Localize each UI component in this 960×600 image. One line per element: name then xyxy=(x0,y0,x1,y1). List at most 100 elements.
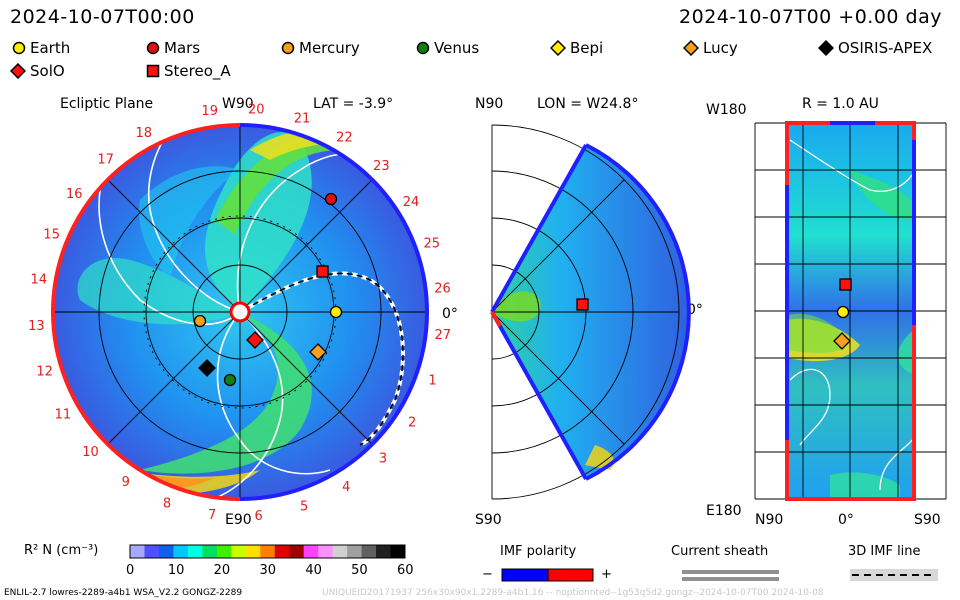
lucy-marker xyxy=(309,343,327,361)
sector-number: 10 xyxy=(82,445,99,460)
radius-plot xyxy=(754,121,947,501)
ecliptic-density-features xyxy=(77,129,355,495)
sector-number: 15 xyxy=(43,228,60,243)
colorbar-swatch xyxy=(202,545,218,558)
current-sheath-title: Current sheath xyxy=(671,544,769,559)
ecliptic-bottom-label: E90 xyxy=(225,512,252,528)
colorbar-tick-label: 20 xyxy=(213,563,231,578)
meridional-right-label: 0° xyxy=(687,302,703,318)
colorbar-swatch xyxy=(289,545,305,558)
osiris-apex-marker xyxy=(198,359,216,377)
colorbar-swatch xyxy=(347,545,363,558)
sector-number: 3 xyxy=(379,452,387,467)
radius-stereo-a-marker xyxy=(839,278,852,291)
earth-marker-icon xyxy=(12,41,26,55)
sector-number: 27 xyxy=(435,328,452,343)
radius-x-label-s90: S90 xyxy=(914,512,941,528)
colorbar-swatch xyxy=(216,545,232,558)
radius-earth-marker xyxy=(836,305,850,319)
mercury-marker xyxy=(193,314,207,328)
colorbar-tick-label: 40 xyxy=(305,563,322,578)
left-timestamp: 2024-10-07T00:00 xyxy=(10,6,195,28)
legend-solo: SolO xyxy=(10,62,65,80)
sector-number: 25 xyxy=(424,236,441,251)
meridional-lon-label: LON = W24.8° xyxy=(537,96,639,112)
colorbar-tick-label: 30 xyxy=(259,563,277,578)
sector-number: 8 xyxy=(163,497,171,512)
legend-label: OSIRIS-APEX xyxy=(838,39,933,57)
radius-x-label-n90: N90 xyxy=(755,512,784,528)
sector-number: 18 xyxy=(136,126,153,141)
imf-minus-label: − xyxy=(482,567,493,582)
legend-label: Lucy xyxy=(703,39,738,57)
lucy-marker-icon xyxy=(683,40,699,56)
solo-marker-icon xyxy=(10,63,26,79)
sector-number: 19 xyxy=(202,104,219,119)
ecliptic-right-label: 0° xyxy=(442,306,458,322)
legend-osiris-apex: OSIRIS-APEX xyxy=(818,39,932,57)
sector-number: 26 xyxy=(434,282,451,297)
sector-number: 4 xyxy=(342,480,350,495)
colorbar-swatch xyxy=(274,545,290,558)
current-sheath-line-1 xyxy=(682,570,779,574)
meridional-border-negative xyxy=(585,143,691,481)
footer-left: ENLIL-2.7 lowres-2289-a4b1 WSA_V2.2 GONG… xyxy=(4,588,243,598)
sector-number: 16 xyxy=(66,187,83,202)
imf-negative-swatch xyxy=(501,568,549,582)
colorbar-swatch xyxy=(303,545,319,558)
legend-label: Mars xyxy=(164,39,201,57)
colorbar-swatch xyxy=(173,545,189,558)
imf-positive-swatch xyxy=(547,568,594,582)
legend-label: Venus xyxy=(434,39,480,57)
imf-polarity-title: IMF polarity xyxy=(500,544,577,559)
legend-label: Earth xyxy=(30,39,71,57)
colorbar-frame xyxy=(129,544,406,559)
colorbar-swatch xyxy=(231,545,247,558)
meridional-edge-north xyxy=(490,144,588,313)
radius-top-left-label: W180 xyxy=(706,102,747,118)
sector-number: 20 xyxy=(248,103,265,118)
ecliptic-lat-label: LAT = -3.9° xyxy=(313,96,394,112)
sector-number: 1 xyxy=(428,374,436,389)
current-sheath-line-2 xyxy=(682,577,779,581)
sector-number: 9 xyxy=(122,475,130,490)
imf-line-title: 3D IMF line xyxy=(848,544,921,559)
meridional-bottom-label: S90 xyxy=(475,512,502,528)
ecliptic-border-negative xyxy=(239,123,430,501)
meridional-top-label: N90 xyxy=(475,96,504,112)
colorbar xyxy=(129,544,406,559)
legend-label: Mercury xyxy=(299,39,360,57)
sector-number: 21 xyxy=(294,112,311,127)
ecliptic-sector-numbers: 19 20212223242526271234567891011121314151… xyxy=(28,103,451,525)
earth-marker xyxy=(329,305,343,319)
mars-marker-icon xyxy=(146,41,160,55)
colorbar-tick-label: 60 xyxy=(397,563,414,578)
sector-number: 11 xyxy=(55,407,72,422)
legend-label: Stereo_A xyxy=(164,62,231,80)
sun-marker xyxy=(229,301,251,323)
imf-line-3d-dash xyxy=(239,272,404,446)
legend-lucy: Lucy xyxy=(683,39,738,57)
stereo-a-marker-icon xyxy=(146,64,160,78)
ecliptic-spacecraft-markers xyxy=(193,192,343,387)
colorbar-swatch xyxy=(130,545,145,558)
legend-bepi: Bepi xyxy=(550,39,603,57)
meridional-plot xyxy=(490,124,691,500)
colorbar-swatch xyxy=(245,545,261,558)
sector-number: 12 xyxy=(36,365,53,380)
legend-venus: Venus xyxy=(416,39,479,57)
imf-line-3d xyxy=(239,271,405,447)
radius-contours xyxy=(789,139,913,491)
right-timestamp: 2024-10-07T00 +0.00 day xyxy=(679,6,942,28)
radius-bottom-left-label: E180 xyxy=(706,503,742,519)
legend-label: SolO xyxy=(30,62,65,80)
radius-x-label-0: 0° xyxy=(838,512,854,528)
ecliptic-plot xyxy=(50,123,430,501)
legend-mercury: Mercury xyxy=(281,39,360,57)
sector-number: 23 xyxy=(373,159,390,174)
colorbar-swatch xyxy=(144,545,160,558)
meridional-edge-south xyxy=(490,311,588,480)
legend-label: Bepi xyxy=(570,39,604,57)
sector-number: 22 xyxy=(336,131,353,146)
